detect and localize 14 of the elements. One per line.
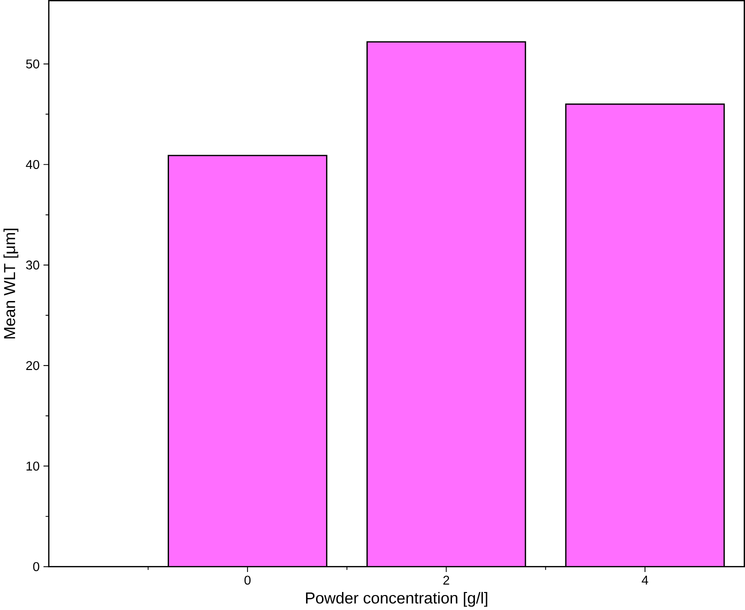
y-tick-label: 30 [26, 260, 40, 270]
bar [367, 42, 526, 567]
y-tick-label: 20 [26, 360, 40, 370]
y-tick-label: 40 [26, 160, 40, 169]
bar [168, 154, 328, 567]
x-tick-label: 4 [642, 576, 648, 584]
bar [565, 103, 725, 567]
x-tick-label: 2 [443, 576, 450, 584]
x-tick-label: 0 [244, 576, 251, 585]
y-tick-label: 50 [26, 59, 40, 68]
y-tick-label: 10 [26, 461, 40, 470]
y-axis-title: Mean WLT [μm] [4, 228, 18, 338]
x-axis-title: Powder concentration [g/l] [306, 592, 488, 607]
y-tick-label: 0 [33, 562, 40, 571]
